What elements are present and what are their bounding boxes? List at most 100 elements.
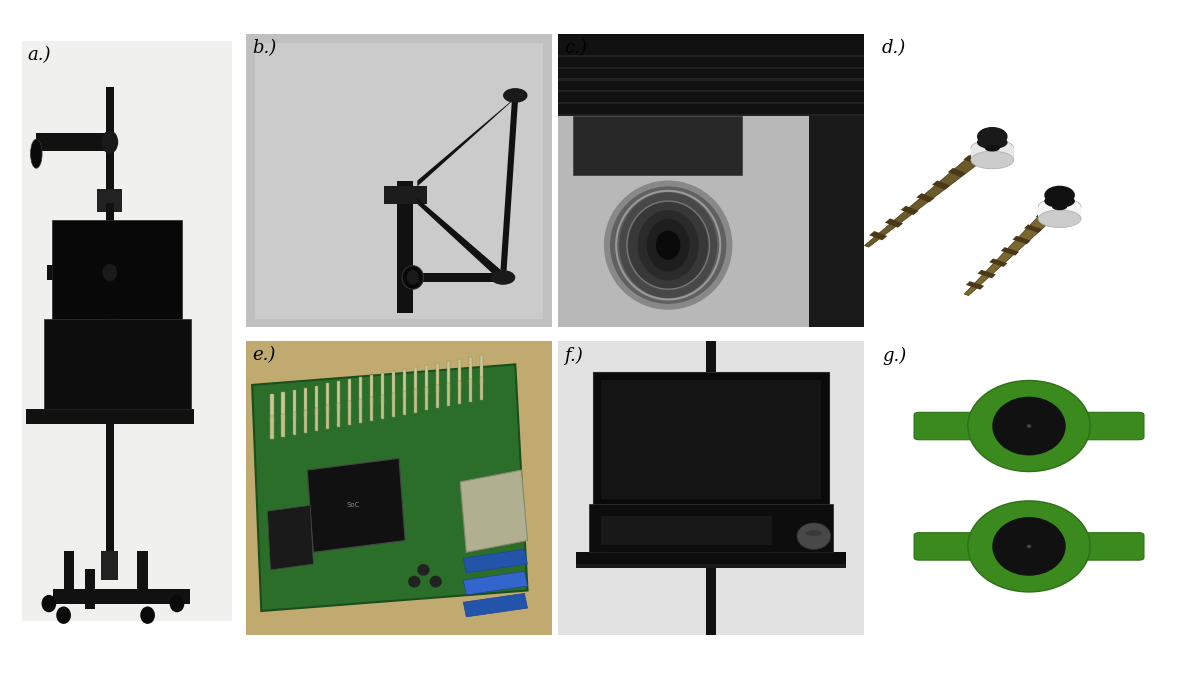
Polygon shape: [500, 95, 518, 277]
Bar: [246, 341, 552, 634]
Bar: [558, 341, 864, 634]
Ellipse shape: [102, 264, 118, 281]
Bar: [384, 186, 426, 204]
Ellipse shape: [407, 270, 419, 285]
Bar: [436, 385, 439, 408]
Bar: [558, 102, 864, 104]
Bar: [917, 193, 935, 202]
Bar: [989, 259, 1008, 267]
Ellipse shape: [977, 127, 1008, 146]
Bar: [106, 203, 114, 273]
Ellipse shape: [1027, 425, 1031, 428]
Ellipse shape: [647, 219, 690, 271]
Text: a.): a.): [28, 46, 52, 64]
Bar: [589, 504, 834, 552]
Polygon shape: [252, 364, 528, 611]
Ellipse shape: [967, 501, 1091, 592]
Bar: [314, 408, 318, 431]
Bar: [414, 367, 418, 396]
Ellipse shape: [42, 595, 56, 612]
Ellipse shape: [977, 136, 1008, 149]
Bar: [594, 372, 828, 504]
Bar: [101, 551, 118, 580]
Ellipse shape: [637, 210, 698, 280]
Text: b.): b.): [252, 39, 276, 57]
Bar: [391, 393, 395, 416]
Ellipse shape: [101, 130, 118, 154]
Bar: [84, 569, 95, 610]
Bar: [446, 361, 450, 390]
Bar: [876, 341, 1182, 634]
Bar: [446, 383, 450, 406]
Bar: [1038, 207, 1081, 219]
Ellipse shape: [408, 576, 420, 587]
Bar: [137, 551, 148, 603]
Bar: [22, 40, 232, 621]
Bar: [270, 416, 274, 439]
Bar: [336, 381, 341, 411]
Ellipse shape: [992, 397, 1066, 456]
Ellipse shape: [604, 181, 732, 310]
Ellipse shape: [402, 266, 424, 289]
Bar: [348, 379, 352, 408]
Bar: [1013, 236, 1031, 244]
Bar: [325, 406, 329, 429]
Bar: [403, 391, 407, 414]
Bar: [601, 516, 773, 545]
Polygon shape: [864, 142, 1000, 247]
Ellipse shape: [985, 145, 1000, 151]
Ellipse shape: [1044, 186, 1075, 205]
Bar: [978, 270, 996, 278]
Ellipse shape: [491, 270, 515, 285]
Bar: [246, 34, 552, 327]
Bar: [901, 206, 919, 215]
Bar: [270, 394, 274, 423]
Bar: [558, 34, 864, 116]
Bar: [414, 389, 418, 412]
Bar: [97, 188, 122, 212]
Bar: [876, 34, 1182, 327]
Bar: [809, 116, 864, 327]
Ellipse shape: [1038, 198, 1081, 216]
FancyBboxPatch shape: [914, 533, 1144, 560]
Ellipse shape: [610, 186, 726, 304]
Bar: [457, 381, 462, 404]
Ellipse shape: [1038, 210, 1081, 227]
Bar: [574, 116, 742, 175]
Bar: [869, 231, 887, 240]
Bar: [558, 55, 864, 57]
Polygon shape: [268, 506, 313, 570]
Polygon shape: [307, 458, 406, 552]
Text: SoC: SoC: [347, 502, 360, 508]
Ellipse shape: [805, 531, 822, 536]
Bar: [359, 400, 362, 423]
Text: d.): d.): [882, 39, 906, 57]
Ellipse shape: [140, 606, 155, 624]
Bar: [106, 87, 114, 563]
Bar: [576, 552, 846, 564]
Bar: [348, 402, 352, 425]
Ellipse shape: [656, 230, 680, 260]
Bar: [706, 341, 716, 634]
Bar: [47, 265, 110, 279]
Bar: [558, 90, 864, 92]
Bar: [436, 363, 439, 392]
Bar: [64, 551, 74, 603]
Bar: [948, 168, 966, 177]
Bar: [282, 392, 286, 421]
Ellipse shape: [797, 523, 830, 549]
Ellipse shape: [1052, 204, 1067, 210]
Ellipse shape: [967, 381, 1091, 472]
Bar: [480, 354, 484, 384]
Bar: [256, 43, 542, 319]
Bar: [293, 412, 296, 435]
Ellipse shape: [971, 151, 1014, 169]
Bar: [558, 78, 864, 81]
Ellipse shape: [418, 564, 430, 576]
Bar: [380, 373, 384, 402]
Bar: [403, 369, 407, 398]
Bar: [1036, 213, 1054, 221]
Ellipse shape: [169, 595, 185, 612]
Bar: [469, 356, 473, 386]
Ellipse shape: [1044, 194, 1075, 208]
